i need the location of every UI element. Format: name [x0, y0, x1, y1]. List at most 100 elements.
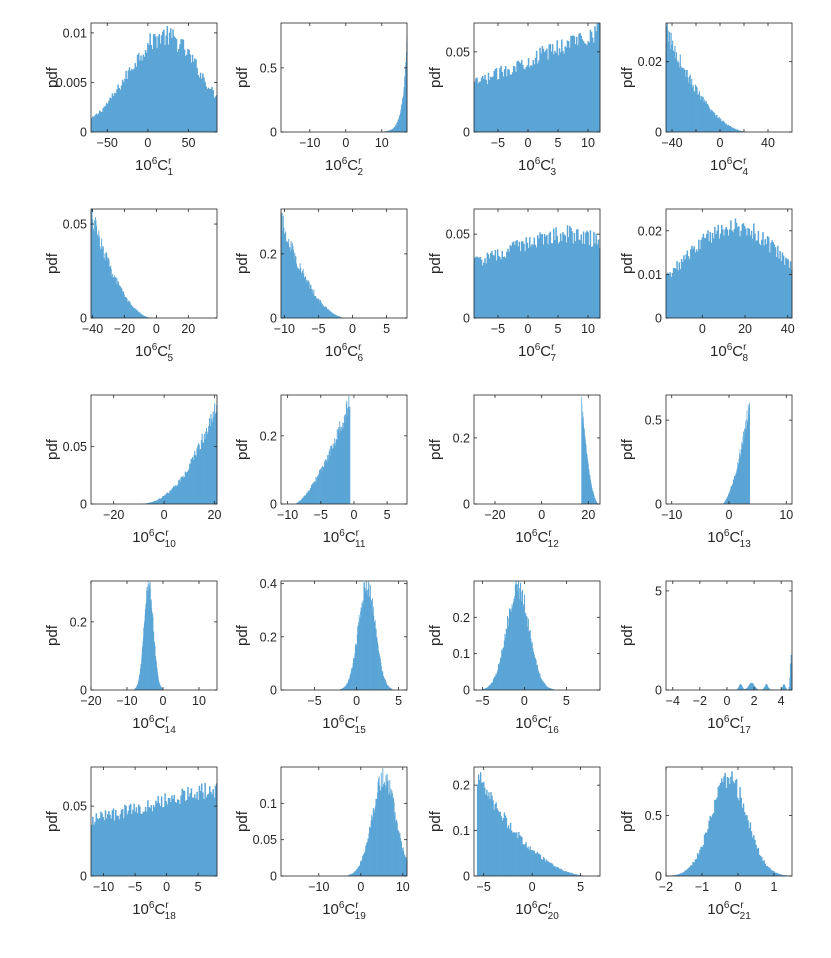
histogram-bar [202, 73, 204, 132]
histogram-bar [714, 799, 716, 876]
histogram-bar [730, 127, 733, 132]
histogram-bar [343, 687, 345, 690]
histogram-bar [486, 687, 488, 690]
histogram-bar [166, 804, 169, 876]
histogram-bar [577, 45, 579, 132]
histogram-bar [357, 625, 359, 690]
histogram-bar [742, 223, 745, 318]
histogram-bar [548, 44, 550, 132]
y-tick-label: 0 [270, 312, 277, 326]
histogram-bar [575, 874, 578, 876]
histogram-bar [684, 259, 686, 318]
histogram-bar [492, 679, 494, 690]
histogram-bar [590, 246, 593, 318]
histogram-bar [678, 262, 681, 318]
histogram-bar [761, 239, 763, 318]
histogram-bar [294, 252, 296, 318]
histogram-bar [741, 686, 743, 690]
histogram-bar [527, 846, 529, 876]
histogram-bar [495, 674, 497, 690]
histogram-bar [359, 861, 361, 876]
histogram-bar [384, 679, 386, 690]
histogram-bar [477, 774, 480, 876]
histogram-bar [183, 790, 186, 876]
histogram-bar [748, 228, 750, 318]
histogram-bar [542, 48, 545, 132]
histogram-bar [679, 54, 681, 132]
y-tick-label: 0.02 [638, 55, 662, 69]
y-tick-label: 0.1 [260, 797, 277, 811]
histogram-bar [737, 227, 739, 318]
y-tick-label: 0 [270, 870, 277, 884]
histogram-bar [729, 125, 731, 132]
histogram-bar [557, 243, 560, 318]
histogram-bar [580, 234, 583, 318]
histogram-bar [100, 249, 101, 318]
histogram-bar [370, 828, 371, 876]
histogram-bar [708, 105, 710, 132]
histogram-bar [756, 240, 758, 318]
histogram-bar [723, 121, 725, 132]
histogram-bar [346, 683, 348, 690]
histogram-bar [597, 239, 600, 318]
histogram-bar [107, 260, 109, 318]
x-tick-label: 10 [375, 136, 389, 150]
histogram-bar [167, 492, 169, 504]
histogram-bar [115, 93, 117, 132]
histogram-bar [360, 607, 362, 690]
histogram-bar [373, 616, 375, 690]
x-tick-label: 0 [357, 880, 364, 894]
histogram-bar [388, 795, 390, 876]
histogram-bar [738, 226, 740, 318]
histogram-bar [118, 87, 120, 132]
axes-box [473, 580, 601, 691]
histogram-bar [499, 662, 501, 690]
histogram-bar [727, 124, 729, 132]
histogram-bar [709, 815, 712, 876]
histogram-bar [732, 781, 734, 876]
histogram-bar [556, 235, 558, 318]
histogram-bar [491, 77, 493, 132]
histogram-bar [105, 103, 108, 132]
histogram-bar [754, 686, 756, 690]
y-tick-label: 0 [80, 498, 87, 512]
histogram-bar [104, 259, 105, 318]
histogram-bar [143, 315, 144, 318]
histogram-bar [125, 805, 127, 876]
histogram-bar [529, 631, 531, 690]
histogram-bar [730, 776, 732, 876]
histogram-bar [214, 96, 217, 132]
histogram-bar [366, 842, 368, 876]
histogram-bar [695, 858, 698, 876]
histogram-bar [764, 686, 766, 690]
histogram-bar [386, 683, 388, 690]
histogram-bar [391, 790, 393, 876]
histogram-bar [396, 822, 398, 876]
histogram-bar [538, 238, 540, 318]
histogram-bar [745, 815, 747, 876]
x-tick-label: 0 [525, 322, 532, 336]
histogram-bar [534, 58, 537, 132]
histogram-bar [125, 297, 127, 318]
histogram-bar [317, 477, 319, 504]
x-tick-label: −5 [307, 694, 321, 708]
histogram-bar [497, 810, 499, 876]
histogram-bar [696, 251, 699, 318]
histogram-bar [695, 249, 698, 318]
histogram-bar [332, 443, 334, 504]
histogram-bar [474, 81, 476, 132]
histogram-bar [514, 66, 516, 132]
x-axis-label: 106Cr 15 [322, 714, 366, 736]
histogram-bar [532, 245, 534, 318]
histogram-bar [200, 78, 203, 132]
histogram-bar [509, 74, 512, 132]
histogram-bar [718, 238, 721, 318]
histogram-bar [356, 869, 358, 876]
histogram-bar [157, 36, 159, 133]
histogram-bar [369, 596, 370, 690]
histogram-bar [170, 802, 172, 876]
histogram-bar [488, 792, 490, 876]
histogram-bar [113, 820, 116, 876]
histogram-bar [353, 657, 354, 690]
